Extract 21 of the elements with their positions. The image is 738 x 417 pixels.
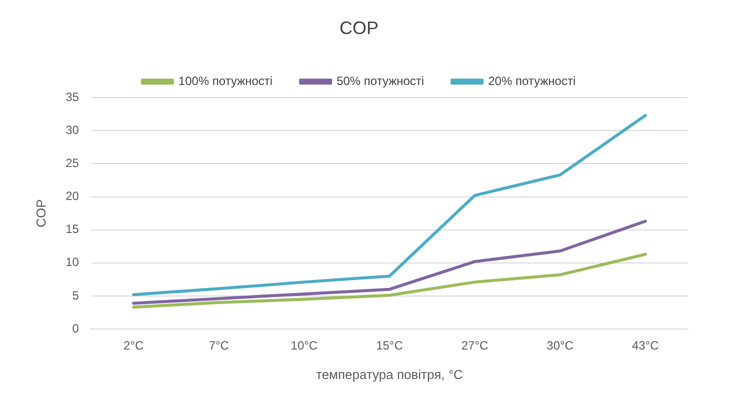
x-tick-label: 43°C [632, 338, 660, 353]
y-tick-label: 5 [72, 288, 80, 302]
x-tick-label: 7°C [208, 338, 230, 353]
y-tick-label: 15 [66, 222, 80, 236]
y-tick-label: 30 [66, 122, 80, 137]
x-tick-label: 27°C [461, 338, 489, 353]
x-tick-label: 30°C [546, 338, 574, 353]
y-tick-label: 20 [66, 189, 80, 204]
y-tick-label: 35 [66, 90, 80, 104]
x-tick-label: 15°C [376, 338, 404, 353]
legend-label: 50% потужності [336, 74, 424, 88]
legend-label: 100% потужності [178, 74, 273, 88]
x-tick-label: 10°C [290, 338, 318, 353]
y-tick-label: 0 [72, 321, 80, 336]
x-axis-title: температура повітря, °C [316, 366, 463, 382]
legend-label: 20% потужності [488, 74, 576, 88]
y-tick-label: 25 [66, 156, 80, 170]
y-tick-label: 10 [66, 255, 80, 270]
chart-title: COP [339, 18, 379, 38]
x-tick-label: 2°C [124, 338, 144, 353]
y-axis-title: COP [33, 199, 48, 228]
